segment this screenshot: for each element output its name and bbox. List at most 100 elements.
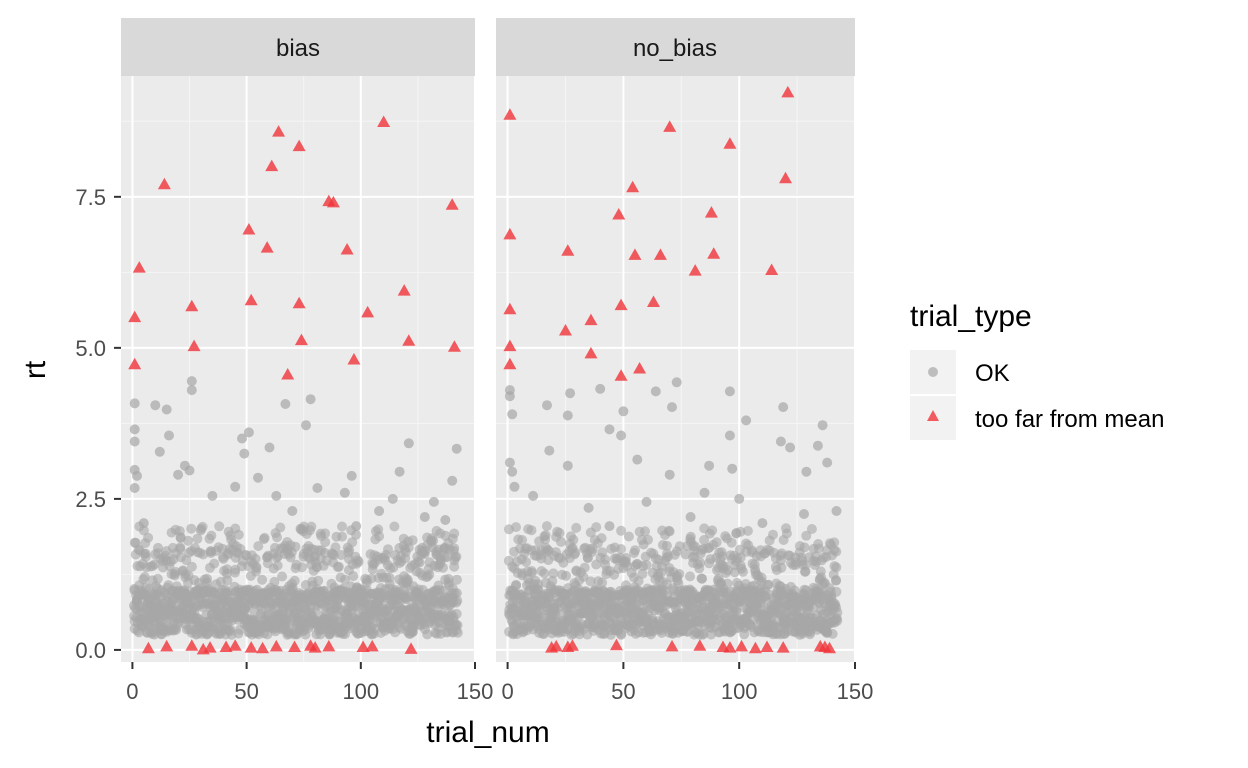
- x-tick-label: 150: [837, 679, 874, 704]
- panel-no-bias-points: [503, 85, 843, 654]
- ok-point: [280, 399, 291, 409]
- ok-point: [504, 457, 515, 468]
- ok-point: [214, 521, 225, 532]
- ok-point: [428, 496, 439, 507]
- too-far-point: [377, 115, 391, 128]
- too-far-point: [612, 207, 626, 220]
- ok-point: [815, 566, 826, 577]
- too-far-point: [765, 263, 779, 276]
- ok-point: [571, 522, 582, 533]
- ok-point: [542, 400, 552, 411]
- too-far-point: [326, 195, 340, 208]
- too-far-point: [609, 638, 623, 651]
- x-axis-title: trial_num: [426, 716, 549, 749]
- x-tick-label: 0: [501, 679, 513, 704]
- ok-point: [604, 521, 615, 532]
- too-far-point: [160, 639, 174, 652]
- too-far-point: [445, 198, 459, 210]
- ok-point: [452, 627, 463, 638]
- too-far-point: [549, 639, 563, 652]
- ok-point: [633, 576, 644, 587]
- y-axis: 0.0 2.5 5.0 7.5: [75, 185, 121, 663]
- ok-point: [813, 543, 824, 554]
- ok-point: [447, 475, 458, 486]
- too-far-point: [665, 639, 679, 652]
- too-far-point: [723, 641, 737, 653]
- ok-point: [175, 532, 186, 543]
- ok-point: [671, 377, 682, 388]
- too-far-point: [614, 298, 628, 311]
- ok-point: [237, 433, 247, 444]
- too-far-point: [558, 323, 572, 336]
- ok-point: [129, 398, 140, 409]
- ok-point: [186, 385, 197, 396]
- ok-point: [801, 530, 812, 541]
- ok-point: [374, 531, 385, 542]
- panel-bias: bias: [121, 18, 476, 662]
- ok-point: [424, 569, 435, 580]
- too-far-point: [292, 139, 306, 152]
- ok-point: [347, 537, 358, 548]
- ok-point: [225, 624, 236, 635]
- ok-point: [583, 502, 594, 513]
- ok-point: [661, 552, 672, 563]
- ok-point: [152, 573, 163, 584]
- ok-point: [192, 533, 203, 544]
- too-far-point: [663, 120, 677, 132]
- ok-point: [150, 400, 161, 411]
- ok-point: [539, 531, 550, 542]
- ok-point: [568, 534, 579, 545]
- ok-point: [727, 463, 738, 474]
- too-far-point: [688, 264, 702, 276]
- too-far-point: [760, 640, 774, 653]
- ok-point: [667, 402, 677, 413]
- x-tick-label: 50: [234, 679, 258, 704]
- panel-no-bias: no_bias: [496, 18, 856, 662]
- ok-point: [831, 506, 842, 516]
- too-far-point: [288, 640, 302, 653]
- too-far-point: [356, 640, 370, 653]
- too-far-point: [256, 641, 270, 654]
- ok-point: [451, 608, 462, 619]
- strip-bias: [121, 18, 475, 76]
- ok-point: [763, 579, 774, 590]
- ok-point: [539, 568, 550, 579]
- ok-point: [175, 542, 186, 553]
- ok-point: [451, 443, 462, 454]
- ok-point: [832, 607, 843, 618]
- ok-point: [161, 404, 172, 415]
- ok-point: [290, 541, 301, 552]
- ok-point: [296, 562, 307, 573]
- ok-point: [707, 525, 718, 536]
- ok-point: [734, 493, 745, 504]
- ok-point: [451, 588, 462, 599]
- too-far-point: [626, 180, 640, 193]
- too-far-point: [565, 639, 579, 651]
- ok-point: [507, 466, 518, 477]
- ok-point: [698, 628, 709, 639]
- ok-point: [674, 569, 685, 579]
- ok-point: [340, 574, 350, 585]
- ok-point: [511, 522, 521, 533]
- too-far-point: [308, 641, 322, 653]
- ok-point: [186, 561, 197, 572]
- ok-point: [724, 386, 735, 397]
- ok-point: [643, 534, 653, 545]
- ok-point: [547, 576, 558, 586]
- too-far-point: [614, 369, 628, 381]
- ok-point: [209, 558, 220, 569]
- too-far-point: [503, 227, 517, 240]
- ok-point: [829, 537, 840, 548]
- too-far-point: [347, 352, 361, 365]
- too-far-point: [704, 206, 718, 218]
- too-far-point: [628, 248, 642, 260]
- ok-point: [831, 575, 842, 586]
- too-far-point: [781, 85, 795, 98]
- ok-point: [775, 436, 786, 447]
- ok-point: [129, 424, 140, 435]
- y-tick-label: 0.0: [75, 638, 106, 663]
- legend-too-far-triangle-icon: [927, 410, 939, 421]
- ok-point: [351, 521, 362, 532]
- too-far-point: [402, 334, 416, 346]
- ok-point: [578, 571, 589, 582]
